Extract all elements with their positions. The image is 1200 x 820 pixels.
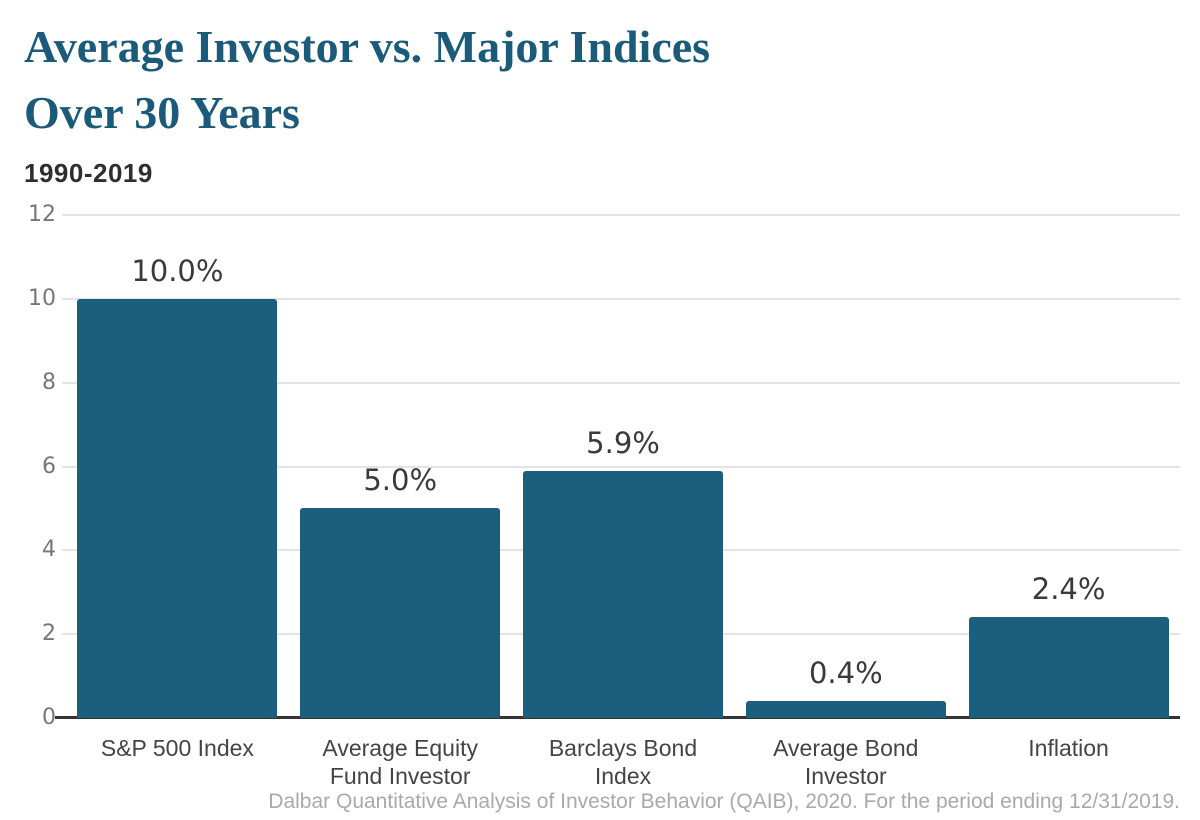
bar-5 (968, 617, 1169, 718)
y-tick-label: 4 (42, 537, 56, 563)
category-label: S&P 500 Index (100, 735, 254, 761)
category-label: Inflation (1028, 735, 1109, 761)
chart-title: Average Investor vs. Major Indices Over … (24, 21, 711, 138)
source-caption: Dalbar Quantitative Analysis of Investor… (268, 790, 1180, 813)
bar-value-label: 2.4% (1031, 572, 1106, 607)
y-tick-label: 6 (42, 453, 56, 479)
gridline-y6 (62, 465, 1180, 468)
bar-value-label: 10.0% (131, 253, 224, 288)
category-label: Average Equity Fund Investor (322, 735, 478, 789)
y-tick-label: 12 (28, 202, 56, 227)
y-tick-label: 8 (42, 369, 56, 395)
bar-value-label: 5.9% (586, 425, 660, 460)
gridline-y10 (62, 297, 1180, 300)
y-tick-label: 10 (28, 285, 56, 311)
bar-3 (523, 470, 723, 718)
bar-value-label: 5.0% (363, 463, 438, 498)
bar-4 (745, 701, 946, 718)
gridline-y12 (62, 214, 1180, 216)
bar-value-label: 0.4% (808, 656, 883, 691)
gridline-y8 (62, 381, 1180, 384)
category-label: Average Bond Investor (773, 735, 919, 789)
y-tick-label: 0 (42, 705, 56, 730)
chart-subtitle: 1990-2019 (24, 158, 153, 188)
y-tick-label: 2 (42, 621, 56, 647)
bar-1 (77, 298, 278, 718)
bar-2 (300, 508, 501, 718)
category-label: Barclays Bond Index (548, 735, 698, 789)
